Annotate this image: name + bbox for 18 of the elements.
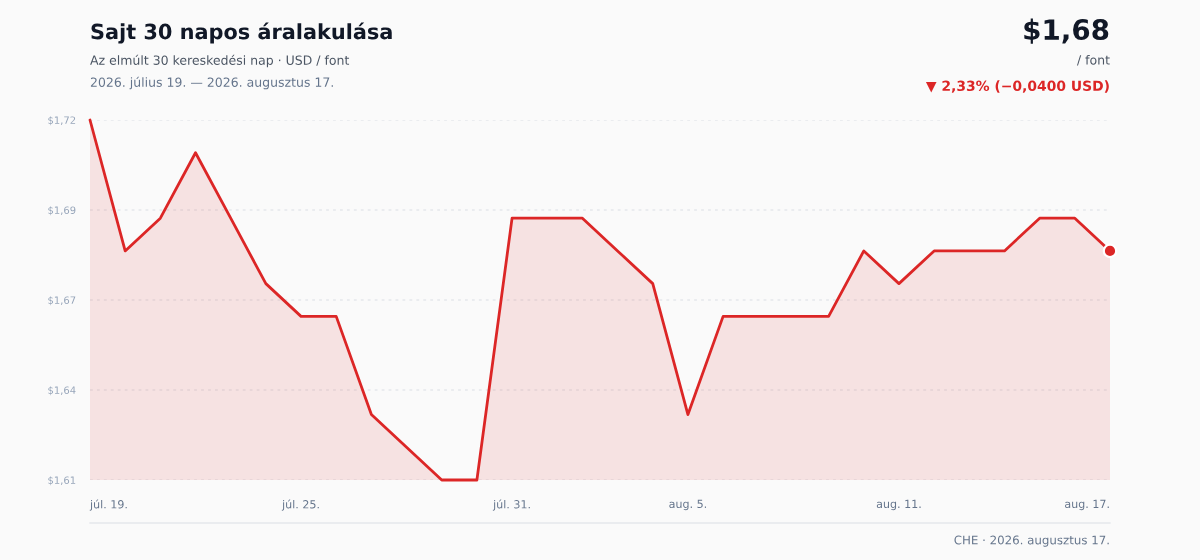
x-tick-label: júl. 31. xyxy=(492,499,530,511)
text: CHE · 2026. augusztus 17. xyxy=(954,535,1109,547)
x-tick-label: júl. 25. xyxy=(281,499,319,511)
chart-subtitle: Az elmúlt 30 kereskedési nap · USD / font xyxy=(90,54,350,68)
chart-title: Sajt 30 napos áralakulása xyxy=(91,22,392,44)
y-tick-label: $1,69 xyxy=(48,206,76,216)
y-tick-label: $1,67 xyxy=(48,296,76,306)
text: $1,68 xyxy=(1024,18,1109,44)
x-tick-label: aug. 5. xyxy=(669,499,707,511)
y-tick-label: $1,72 xyxy=(48,116,76,126)
text: 2026. július 19. — 2026. augusztus 17. xyxy=(90,76,333,90)
text: ▼ 2,33% (−0,0400 USD) xyxy=(925,80,1109,93)
x-tick-label: júl. 19. xyxy=(89,499,127,511)
x-tick-label: aug. 11. xyxy=(876,499,921,511)
y-tick-label: $1,64 xyxy=(48,386,76,396)
text: / font xyxy=(1076,54,1110,66)
x-tick-label: aug. 17. xyxy=(1065,499,1109,511)
y-tick-label: $1,61 xyxy=(48,476,76,486)
